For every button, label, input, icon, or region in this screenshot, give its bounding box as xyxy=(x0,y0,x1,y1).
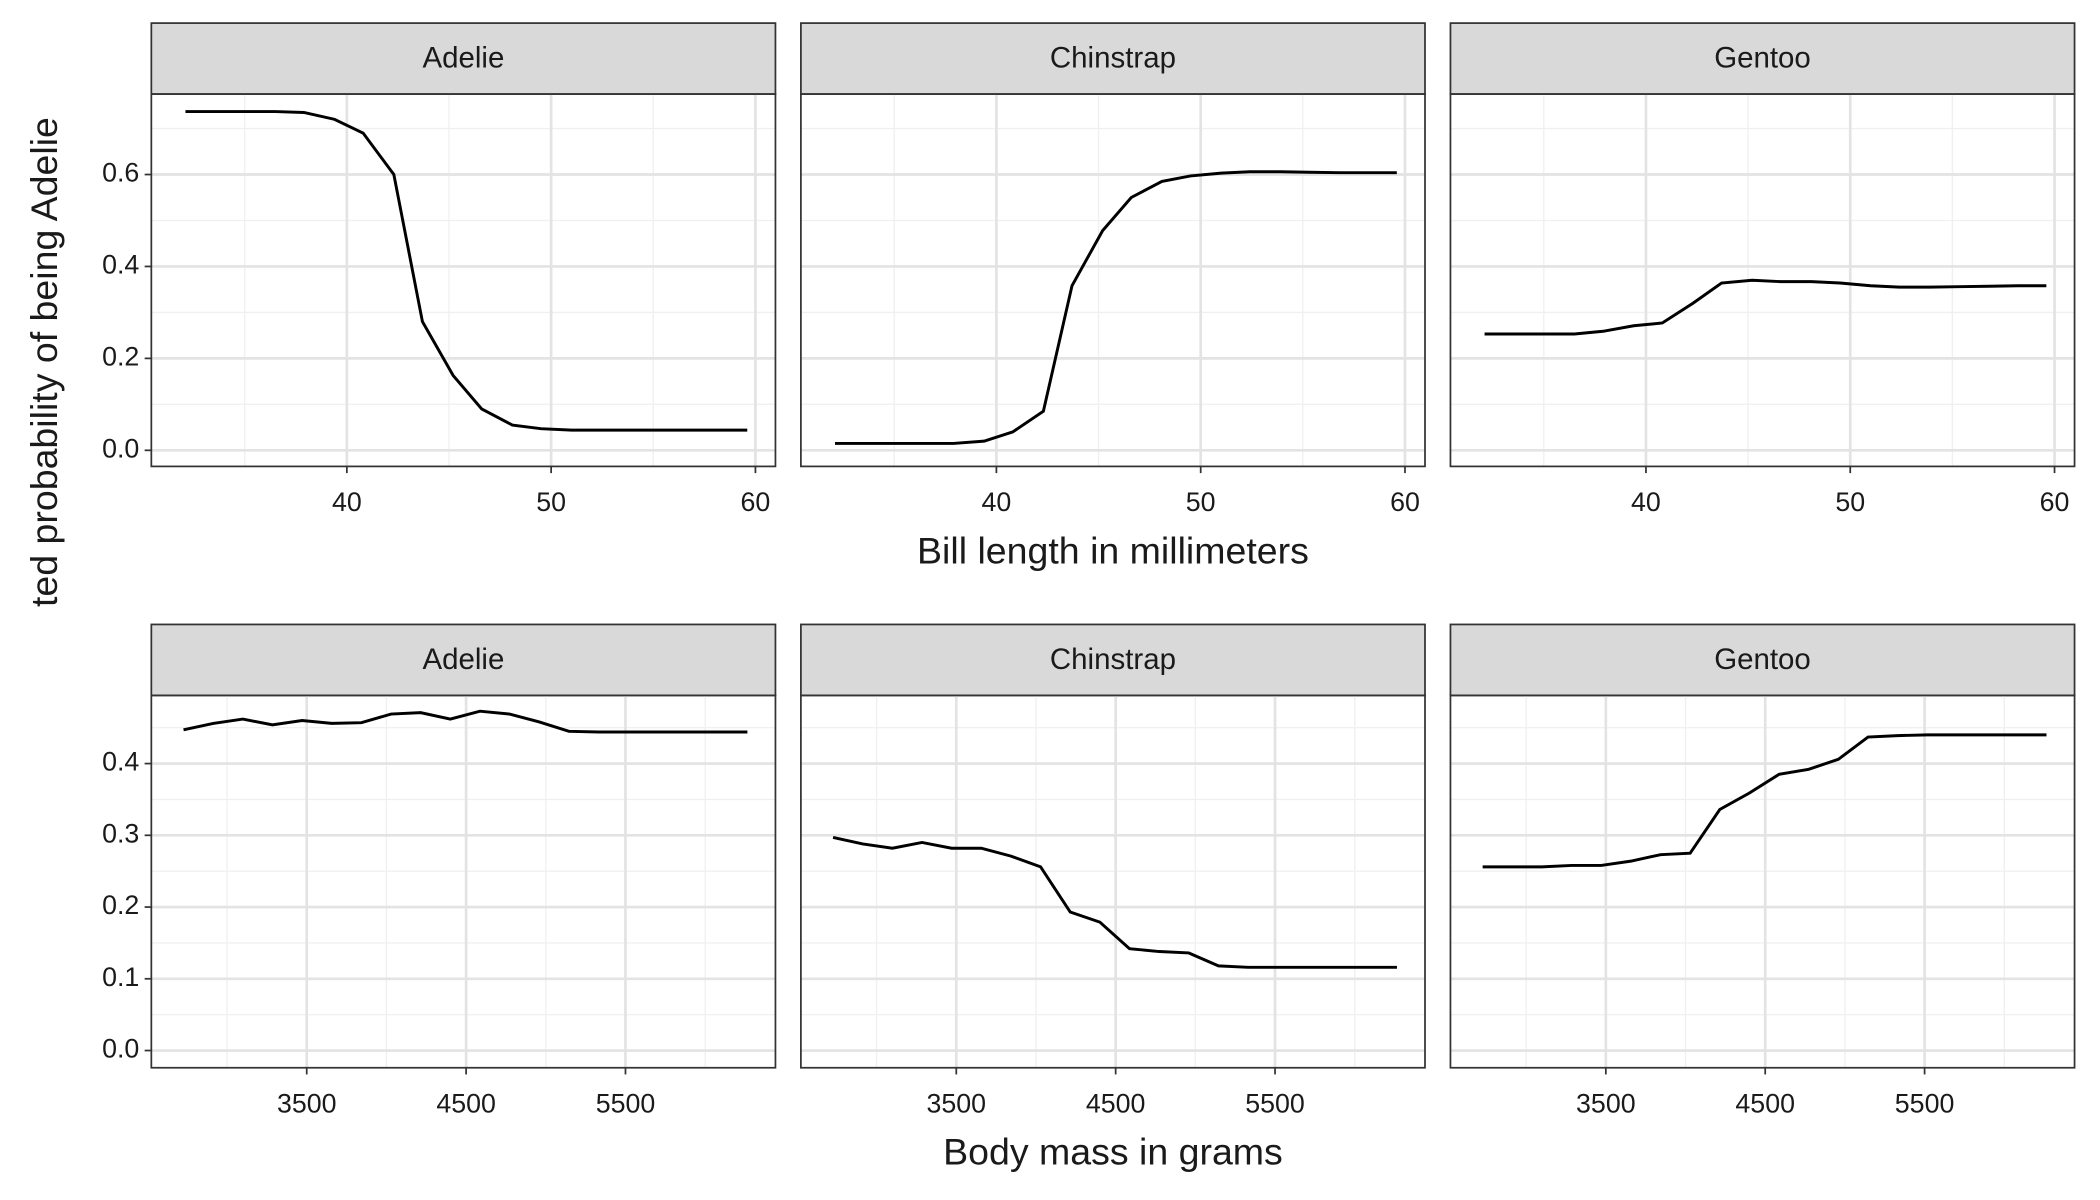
y-tick-label: 0.1 xyxy=(102,962,139,992)
data-line xyxy=(832,836,1397,969)
strip-label: Adelie xyxy=(422,42,504,75)
panel-border xyxy=(800,93,1426,468)
x-tick-label: 4500 xyxy=(436,1088,496,1118)
panel-border xyxy=(1449,694,2076,1069)
data-line xyxy=(1484,278,2047,336)
strip-label: Adelie xyxy=(422,643,504,676)
y-tick-label: 0.3 xyxy=(102,818,139,848)
x-tick-label: 40 xyxy=(982,487,1012,517)
x-tick-label: 3500 xyxy=(927,1088,987,1118)
x-tick-label: 4500 xyxy=(1735,1088,1795,1118)
data-line xyxy=(835,170,1397,445)
y-tick-label: 0.2 xyxy=(102,341,139,371)
strip xyxy=(800,623,1426,697)
x-tick-label: 5500 xyxy=(596,1088,656,1118)
x-tick-label: 60 xyxy=(2040,487,2070,517)
x-tick-label: 3500 xyxy=(1576,1088,1636,1118)
strip xyxy=(1449,623,2076,697)
panel-border xyxy=(800,694,1426,1069)
y-tick-label: 0.6 xyxy=(102,158,139,188)
strip xyxy=(150,623,777,697)
y-tick-label: 0.0 xyxy=(102,1034,139,1064)
x-tick-label: 50 xyxy=(1186,487,1216,517)
strip-label: Gentoo xyxy=(1714,643,1811,676)
strip xyxy=(1449,22,2076,95)
panel-border xyxy=(1449,93,2076,468)
x-tick-label: 60 xyxy=(1390,487,1420,517)
x-tick-label: 5500 xyxy=(1895,1088,1955,1118)
y-tick-label: 0.2 xyxy=(102,890,139,920)
strip xyxy=(800,22,1426,95)
strip xyxy=(150,22,777,95)
y-tick-label: 0.4 xyxy=(102,250,139,280)
x-tick-label: 40 xyxy=(332,487,362,517)
x-tick-label: 4500 xyxy=(1086,1088,1146,1118)
panel-border xyxy=(150,93,777,468)
x-tick-label: 5500 xyxy=(1245,1088,1305,1118)
strip-label: Gentoo xyxy=(1714,42,1811,75)
y-axis-title: ted probability of being Adelie xyxy=(23,117,65,607)
y-tick-label: 0.4 xyxy=(102,747,139,777)
x-tick-label: 3500 xyxy=(277,1088,337,1118)
strip-label: Chinstrap xyxy=(1050,42,1176,75)
x-tick-label: 50 xyxy=(536,487,566,517)
x-tick-label: 40 xyxy=(1631,487,1661,517)
x-tick-label: 60 xyxy=(741,487,771,517)
x-axis-title: Body mass in grams xyxy=(943,1131,1283,1173)
strip-label: Chinstrap xyxy=(1050,643,1176,676)
panel-border xyxy=(150,694,777,1069)
x-axis-title: Bill length in millimeters xyxy=(917,529,1309,571)
x-tick-label: 50 xyxy=(1835,487,1865,517)
data-line xyxy=(1482,733,2047,869)
data-line xyxy=(183,709,748,734)
y-tick-label: 0.0 xyxy=(102,433,139,463)
data-line xyxy=(185,110,748,432)
